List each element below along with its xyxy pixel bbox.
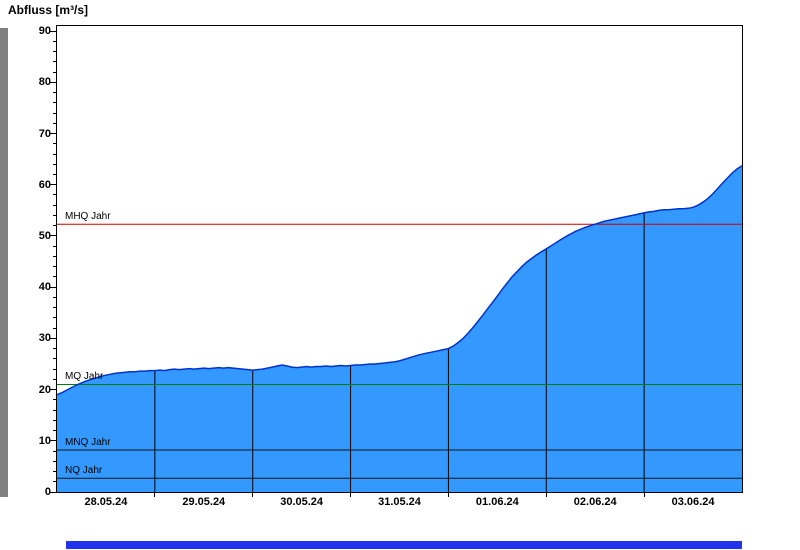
reference-line-label: MQ Jahr	[65, 371, 104, 383]
x-tick-label: 29.05.24	[182, 496, 226, 508]
y-major-tick	[50, 286, 56, 288]
y-minor-tick	[53, 327, 56, 329]
y-minor-tick	[53, 378, 56, 380]
x-tick-label: 01.06.24	[475, 496, 519, 508]
y-major-tick	[50, 133, 56, 135]
y-minor-tick	[53, 143, 56, 145]
y-tick-label: 0	[44, 486, 51, 498]
y-minor-tick	[53, 71, 56, 73]
y-major-tick	[50, 235, 56, 237]
y-minor-tick	[53, 419, 56, 421]
y-minor-tick	[53, 266, 56, 268]
y-minor-tick	[53, 245, 56, 247]
y-minor-tick	[53, 481, 56, 483]
y-tick-label: 20	[38, 383, 51, 396]
y-tick-label: 80	[38, 76, 51, 89]
reference-line-label: NQ Jahr	[65, 465, 103, 477]
y-tick-label: 30	[38, 332, 51, 345]
y-minor-tick	[53, 51, 56, 53]
x-day-tick	[350, 492, 352, 497]
x-day-tick	[154, 492, 156, 497]
reference-line-label: MHQ Jahr	[65, 211, 111, 223]
x-day-tick	[252, 492, 254, 497]
x-day-tick	[447, 492, 449, 497]
y-minor-tick	[53, 92, 56, 94]
y-tick-label: 70	[38, 127, 51, 140]
y-minor-tick	[53, 276, 56, 278]
y-major-tick	[50, 81, 56, 83]
y-minor-tick	[53, 460, 56, 462]
y-major-tick	[50, 491, 56, 493]
y-minor-tick	[53, 61, 56, 63]
reference-line-label: MNQ Jahr	[65, 437, 111, 448]
y-tick-label: 60	[38, 178, 51, 191]
y-major-tick	[50, 184, 56, 186]
chart-title: Abfluss [m³/s]	[8, 3, 89, 17]
vertical-scrollbar[interactable]	[0, 28, 8, 497]
y-minor-tick	[53, 307, 56, 309]
y-minor-tick	[53, 194, 56, 196]
y-tick-label: 90	[38, 25, 51, 38]
y-major-tick	[50, 30, 56, 32]
horizontal-scrollbar[interactable]	[66, 541, 742, 549]
y-major-tick	[50, 440, 56, 442]
y-minor-tick	[53, 122, 56, 124]
y-minor-tick	[53, 163, 56, 165]
y-minor-tick	[53, 153, 56, 155]
x-day-tick	[643, 492, 645, 497]
y-minor-tick	[53, 368, 56, 370]
x-tick-label: 28.05.24	[84, 496, 128, 508]
y-minor-tick	[53, 409, 56, 411]
discharge-area-chart	[57, 165, 742, 492]
y-minor-tick	[53, 112, 56, 114]
y-minor-tick	[53, 214, 56, 216]
plot-area[interactable]: 0 10 20 30 40 50 60 70 80 90 28.05.24 29.05.24 30.05…	[39, 25, 743, 508]
x-tick-label: 03.06.24	[671, 496, 715, 508]
y-minor-tick	[53, 317, 56, 319]
x-tick-label: 02.06.24	[573, 496, 617, 508]
y-tick-label: 10	[38, 434, 51, 447]
y-major-tick	[50, 389, 56, 391]
y-minor-tick	[53, 296, 56, 298]
y-minor-tick	[53, 358, 56, 360]
y-minor-tick	[53, 225, 56, 227]
y-minor-tick	[53, 102, 56, 104]
y-minor-tick	[53, 40, 56, 42]
y-tick-label: 50	[38, 229, 51, 242]
y-minor-tick	[53, 399, 56, 401]
y-tick-label: 40	[38, 281, 51, 294]
y-major-tick	[50, 337, 56, 339]
x-tick-label: 30.05.24	[280, 496, 324, 508]
x-tick-label: 31.05.24	[378, 496, 421, 508]
y-minor-tick	[53, 430, 56, 432]
y-minor-tick	[53, 348, 56, 350]
y-minor-tick	[53, 471, 56, 473]
y-minor-tick	[53, 174, 56, 175]
x-day-tick	[545, 492, 547, 497]
y-minor-tick	[53, 255, 56, 257]
y-minor-tick	[53, 204, 56, 206]
y-minor-tick	[53, 450, 56, 452]
